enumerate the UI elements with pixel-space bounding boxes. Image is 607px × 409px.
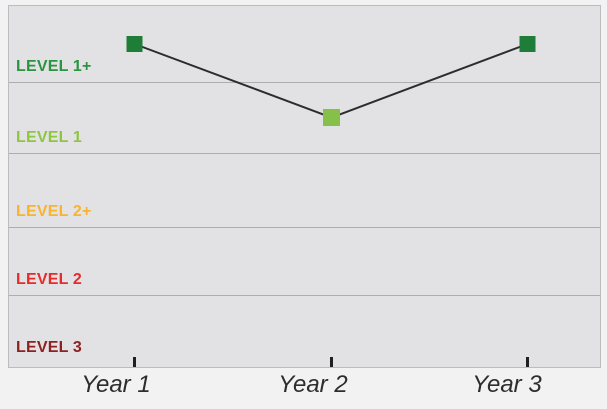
x-axis-tick-year-1: [133, 357, 136, 367]
series-line: [134, 43, 528, 119]
data-point-year-3: [519, 36, 536, 52]
band-label-level-1plus: LEVEL 1+: [16, 58, 92, 75]
x-axis-label-year-2: Year 2: [278, 371, 348, 398]
gridline: [9, 82, 600, 83]
data-point-year-2: [323, 109, 340, 126]
gridline: [9, 227, 600, 228]
band-label-level-3: LEVEL 3: [16, 339, 83, 356]
gridline: [9, 153, 600, 154]
x-axis-tick-year-2: [330, 357, 333, 367]
band-label-level-2plus: LEVEL 2+: [16, 203, 92, 220]
data-point-year-1: [126, 36, 143, 52]
line-series: [126, 36, 536, 126]
band-label-level-1: LEVEL 1: [16, 129, 83, 146]
x-axis-label-year-3: Year 3: [472, 371, 542, 398]
gridline: [9, 295, 600, 296]
band-label-level-2: LEVEL 2: [16, 271, 83, 288]
plot-area: LEVEL 1+ LEVEL 1 LEVEL 2+ LEVEL 2 LEVEL …: [8, 5, 601, 368]
x-axis-label-year-1: Year 1: [81, 371, 151, 398]
x-axis-tick-year-3: [526, 357, 529, 367]
